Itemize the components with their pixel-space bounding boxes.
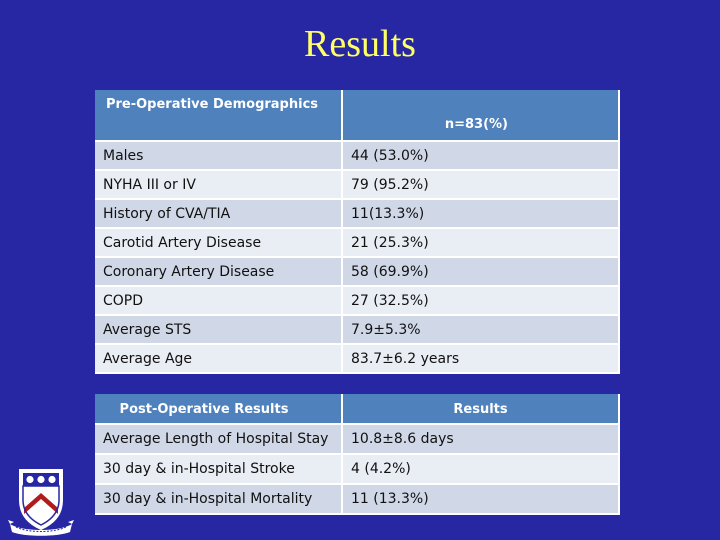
table-row: COPD 27 (32.5%) bbox=[95, 287, 620, 316]
table-row: 30 day & in-Hospital Stroke 4 (4.2%) bbox=[95, 455, 620, 485]
row-value: 11 (13.3%) bbox=[343, 485, 620, 515]
row-label: History of CVA/TIA bbox=[95, 200, 343, 229]
slide-title: Results bbox=[0, 22, 720, 66]
row-value: 10.8±8.6 days bbox=[343, 425, 620, 455]
post-op-header-value: Results bbox=[343, 394, 620, 425]
table-row: Males 44 (53.0%) bbox=[95, 142, 620, 171]
university-shield-icon bbox=[8, 466, 74, 536]
table-row: Average STS 7.9±5.3% bbox=[95, 316, 620, 345]
row-value: 27 (32.5%) bbox=[343, 287, 620, 316]
row-value: 11(13.3%) bbox=[343, 200, 620, 229]
table-header-row: Post-Operative Results Results bbox=[95, 394, 620, 425]
row-value: 7.9±5.3% bbox=[343, 316, 620, 345]
row-label: Carotid Artery Disease bbox=[95, 229, 343, 258]
row-label: Males bbox=[95, 142, 343, 171]
row-label: 30 day & in-Hospital Mortality bbox=[95, 485, 343, 515]
row-value: 44 (53.0%) bbox=[343, 142, 620, 171]
row-value: 4 (4.2%) bbox=[343, 455, 620, 485]
post-operative-results-table: Post-Operative Results Results Average L… bbox=[95, 394, 620, 515]
row-label: COPD bbox=[95, 287, 343, 316]
row-label: Average Length of Hospital Stay bbox=[95, 425, 343, 455]
row-value: 21 (25.3%) bbox=[343, 229, 620, 258]
table-row: 30 day & in-Hospital Mortality 11 (13.3%… bbox=[95, 485, 620, 515]
row-label: NYHA III or IV bbox=[95, 171, 343, 200]
pre-op-header-value: n=83(%) bbox=[343, 90, 620, 142]
table-header-row: Pre-Operative Demographics n=83(%) bbox=[95, 90, 620, 142]
row-label: 30 day & in-Hospital Stroke bbox=[95, 455, 343, 485]
pre-op-header-label: Pre-Operative Demographics bbox=[95, 90, 343, 142]
row-value: 79 (95.2%) bbox=[343, 171, 620, 200]
row-label: Average Age bbox=[95, 345, 343, 374]
post-op-header-label: Post-Operative Results bbox=[95, 394, 343, 425]
row-label: Coronary Artery Disease bbox=[95, 258, 343, 287]
table-row: Carotid Artery Disease 21 (25.3%) bbox=[95, 229, 620, 258]
row-value: 83.7±6.2 years bbox=[343, 345, 620, 374]
row-label: Average STS bbox=[95, 316, 343, 345]
table-row: Average Age 83.7±6.2 years bbox=[95, 345, 620, 374]
table-row: Coronary Artery Disease 58 (69.9%) bbox=[95, 258, 620, 287]
table-row: NYHA III or IV 79 (95.2%) bbox=[95, 171, 620, 200]
pre-operative-demographics-table: Pre-Operative Demographics n=83(%) Males… bbox=[95, 90, 620, 374]
table-row: History of CVA/TIA 11(13.3%) bbox=[95, 200, 620, 229]
table-row: Average Length of Hospital Stay 10.8±8.6… bbox=[95, 425, 620, 455]
row-value: 58 (69.9%) bbox=[343, 258, 620, 287]
